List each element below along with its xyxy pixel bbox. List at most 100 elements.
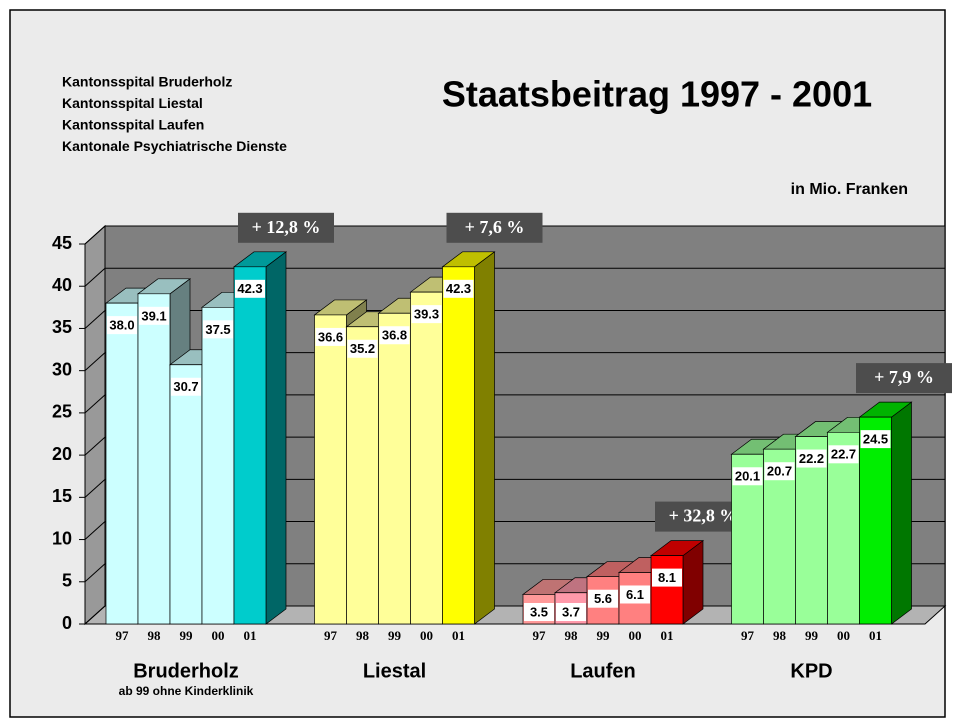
x-tick-label: 98 — [356, 628, 370, 643]
value-label: 39.1 — [141, 308, 166, 323]
value-label: 38.0 — [109, 318, 134, 333]
bar-face — [474, 251, 495, 625]
x-tick-label: 00 — [837, 628, 850, 643]
bar-face — [650, 555, 684, 625]
value-label-box — [443, 279, 474, 298]
y-tick-label: 0 — [62, 613, 72, 633]
x-tick-label: 97 — [324, 628, 338, 643]
value-label-box — [347, 339, 378, 358]
grid-line — [84, 436, 106, 456]
value-label: 42.3 — [237, 281, 262, 296]
value-label-box — [139, 306, 169, 325]
x-tick-label: 00 — [212, 628, 225, 643]
value-label: 37.5 — [205, 322, 230, 337]
y-tick-label: 35 — [52, 317, 72, 337]
y-tick-label: 5 — [62, 571, 72, 591]
bar-face — [859, 416, 892, 625]
bar-face — [442, 266, 475, 625]
bar — [441, 251, 496, 625]
bar — [232, 251, 288, 625]
bar-face — [233, 266, 267, 625]
value-label-box — [203, 320, 233, 339]
x-tick-label: 97 — [533, 628, 547, 643]
x-tick-label: 01 — [452, 628, 465, 643]
annotation: + 7,9 % — [874, 367, 934, 387]
value-label: 35.2 — [350, 341, 375, 356]
side-wall — [84, 224, 106, 626]
value-label-box — [588, 589, 618, 608]
value-label: 39.3 — [414, 307, 439, 322]
value-label: 22.7 — [831, 447, 856, 462]
y-tick-label: 25 — [52, 402, 72, 422]
bar-face — [201, 306, 235, 625]
value-label-box — [620, 585, 650, 604]
grid-line — [84, 563, 106, 583]
value-label: 42.3 — [446, 281, 471, 296]
x-tick-label: 01 — [244, 628, 257, 643]
y-tick-label: 10 — [52, 528, 72, 548]
x-tick-label: 01 — [869, 628, 882, 643]
value-label-box — [652, 568, 682, 587]
value-label-box — [860, 430, 891, 449]
value-label-box — [828, 445, 859, 464]
value-label-box — [411, 305, 442, 324]
legend-line: Kantonsspital Laufen — [62, 117, 204, 133]
value-label-box — [556, 603, 586, 621]
legend-line: Kantonsspital Liestal — [62, 95, 203, 111]
annotation: + 12,8 % — [252, 217, 321, 237]
bar-face — [891, 401, 912, 625]
value-label-box — [107, 316, 137, 335]
y-tick-label: 40 — [52, 275, 72, 295]
x-tick-label: 01 — [661, 628, 674, 643]
value-label: 20.7 — [767, 464, 792, 479]
x-tick-label: 99 — [388, 628, 402, 643]
chart-title: Staatsbeitrag 1997 - 2001 — [442, 74, 872, 115]
legend-line: Kantonale Psychiatrische Dienste — [62, 138, 287, 154]
annotation: + 7,6 % — [465, 217, 525, 237]
legend-line: Kantonsspital Bruderholz — [62, 74, 232, 90]
group-label: KPD — [790, 660, 832, 682]
grid-line — [84, 267, 106, 287]
x-tick-label: 97 — [116, 628, 130, 643]
grid-line — [84, 352, 106, 372]
grid-line — [84, 478, 106, 498]
value-label: 3.7 — [562, 604, 580, 619]
x-tick-label: 97 — [741, 628, 755, 643]
x-tick-label: 99 — [805, 628, 819, 643]
grid-line — [84, 310, 106, 329]
value-label: 5.6 — [594, 591, 612, 606]
annotation: + 32,8 % — [669, 506, 738, 526]
bar-face — [410, 291, 443, 625]
bar-face — [105, 302, 139, 625]
value-label-box — [524, 603, 554, 621]
value-label-box — [732, 467, 763, 486]
group-label: Laufen — [570, 660, 636, 682]
y-tick-label: 30 — [52, 359, 72, 379]
value-label: 6.1 — [626, 587, 644, 602]
x-tick-label: 00 — [420, 628, 433, 643]
value-label-box — [235, 279, 265, 298]
value-label: 36.8 — [382, 328, 407, 343]
bar-face — [169, 364, 203, 625]
bar — [858, 401, 913, 625]
y-tick-label: 45 — [52, 233, 72, 253]
bar-face — [314, 314, 347, 625]
bar-face — [137, 293, 171, 625]
value-label: 8.1 — [658, 570, 676, 585]
value-label-box — [379, 326, 410, 345]
annotation-box — [238, 212, 334, 243]
annotation-box — [446, 212, 543, 243]
x-tick-label: 98 — [773, 628, 787, 643]
grid-line — [84, 521, 106, 540]
value-label: 24.5 — [863, 432, 888, 447]
value-label: 20.1 — [735, 469, 760, 484]
bar-face — [378, 312, 411, 625]
y-tick-label: 20 — [52, 444, 72, 464]
bar-face — [346, 326, 379, 625]
value-label: 36.6 — [318, 329, 343, 344]
grid-line — [84, 394, 106, 414]
value-label-box — [764, 462, 795, 481]
group-note: ab 99 ohne Kinderklinik — [119, 684, 254, 698]
value-label: 22.2 — [799, 451, 824, 466]
